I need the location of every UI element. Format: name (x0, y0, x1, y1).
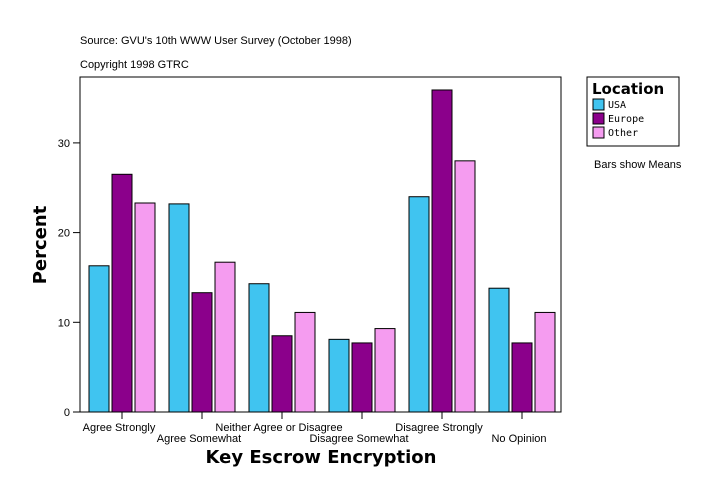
y-axis-label: Percent (30, 205, 51, 284)
y-tick-label: 10 (58, 317, 70, 329)
bar-other-4 (454, 160, 476, 413)
x-tick-label: No Opinion (491, 433, 546, 445)
x-tick-label: Disagree Strongly (395, 422, 483, 434)
bar-europe-5 (511, 342, 533, 413)
bar-other-1 (214, 261, 236, 413)
chart-title: Source: GVU's 10th WWW User Survey (Octo… (80, 35, 352, 47)
y-tick-label: 0 (64, 407, 70, 419)
x-tick-label: Agree Strongly (83, 422, 156, 434)
legend-label-usa: USA (608, 100, 626, 111)
note-text: Bars show Means (594, 159, 682, 171)
legend: Location USA Europe Other (586, 76, 680, 147)
bar-usa-3 (328, 338, 350, 413)
bar-europe-4 (431, 89, 453, 413)
legend-label-europe: Europe (608, 114, 644, 125)
bar-usa-5 (488, 287, 510, 413)
y-tick-label: 20 (58, 228, 70, 240)
legend-label-other: Other (608, 128, 638, 139)
bar-other-3 (374, 328, 396, 413)
bar-usa-0 (88, 265, 110, 413)
x-tick-label: Disagree Somewhat (309, 433, 408, 445)
bar-usa-1 (168, 203, 190, 413)
bar-other-2 (294, 311, 316, 413)
bar-usa-2 (248, 283, 270, 413)
bar-europe-2 (271, 335, 293, 413)
legend-swatch-europe (592, 112, 605, 125)
legend-swatch-other (592, 126, 605, 139)
x-tick-label: Agree Somewhat (157, 433, 241, 445)
chart-subtitle: Copyright 1998 GTRC (80, 59, 189, 71)
legend-swatch-usa (592, 98, 605, 111)
legend-title: Location (592, 80, 664, 98)
x-tick-label: Neither Agree or Disagree (215, 422, 342, 434)
bar-other-5 (534, 311, 556, 413)
bar-europe-0 (111, 173, 133, 413)
plot-frame (79, 76, 562, 413)
bar-europe-1 (191, 292, 213, 413)
bar-other-0 (134, 202, 156, 413)
y-tick-label: 30 (58, 138, 70, 150)
x-axis-label: Key Escrow Encryption (206, 447, 437, 468)
bar-usa-4 (408, 196, 430, 413)
bar-europe-3 (351, 342, 373, 413)
